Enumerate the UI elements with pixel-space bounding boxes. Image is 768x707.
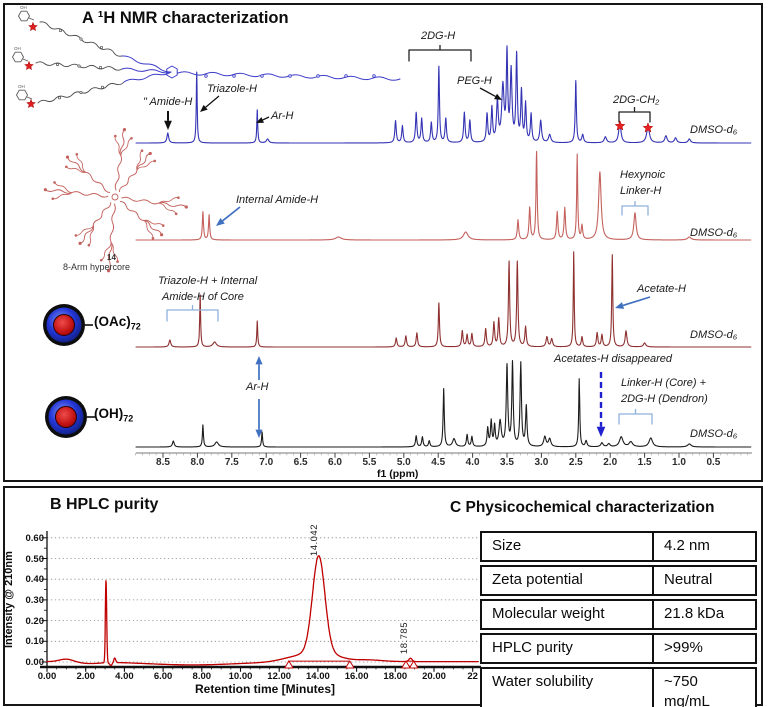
table-row: Zeta potential Neutral <box>480 565 757 596</box>
hplc-y-tick: 0.60 <box>25 532 45 544</box>
nmr-x-tick: 1.5 <box>637 457 652 468</box>
hplc-x-tick: 10.00 <box>228 671 253 682</box>
nmr-x-tick: 5.0 <box>396 457 411 468</box>
hplc-x-tick: 14.00 <box>306 671 330 682</box>
hplc-x-tick: 8.00 <box>192 671 212 682</box>
hplc-x-axis-label: Retention time [Minutes] <box>195 682 335 696</box>
property-value: Neutral <box>652 567 755 594</box>
panel-a-nmr <box>3 3 763 482</box>
property-value: 4.2 nm <box>652 533 755 560</box>
panel-b-c-box <box>3 486 763 706</box>
hplc-x-tick: 18.00 <box>383 671 408 682</box>
sphere-oac-sub: 72 <box>130 321 141 332</box>
hplc-y-tick: 0.20 <box>25 615 45 627</box>
sphere-oh-sub: 72 <box>123 413 134 424</box>
hplc-y-tick: 0.10 <box>25 636 45 648</box>
hplc-y-tick: 0.00 <box>25 657 45 668</box>
nmr-annotation-label: PEG-H <box>457 75 492 87</box>
table-row: Water solubility ~750 mg/mL <box>480 667 757 707</box>
nmr-annotation-label: Linker-H (Core) + <box>621 377 707 389</box>
nmr-x-tick: 2.0 <box>603 457 618 468</box>
hplc-peak-label: 18.785 <box>399 622 410 655</box>
nmr-x-tick: 5.5 <box>362 457 377 468</box>
property-name: Size <box>492 537 522 554</box>
hplc-x-tick: 6.00 <box>153 671 173 682</box>
nmr-annotation-label: " Amide-H <box>143 96 193 108</box>
nmr-x-tick: 2.5 <box>568 457 583 468</box>
nmr-x-tick: 7.0 <box>259 457 274 468</box>
hplc-x-tick: 20.00 <box>422 671 446 682</box>
nmr-x-axis-label: f1 (ppm) <box>377 468 419 480</box>
panel-c-title: C Physicochemical characterization <box>450 499 715 516</box>
nmr-x-tick: 1.0 <box>672 457 686 468</box>
property-name: Water solubility <box>492 673 594 690</box>
nmr-annotation-label: Ar-H <box>246 381 269 393</box>
properties-table: Size 4.2 nm Zeta potential Neutral Molecular… <box>480 531 757 707</box>
sphere-oac-label: (OAc)72 <box>94 314 141 332</box>
hplc-peak-label: 14.042 <box>309 524 320 557</box>
hplc-x-tick: 12.00 <box>267 671 292 682</box>
hypercore-number: 14 <box>107 253 116 262</box>
nmr-annotation-label: Internal Amide-H <box>236 194 319 206</box>
nmr-annotation-label: Linker-H <box>620 185 662 197</box>
property-value: ~750 mg/mL <box>652 669 755 707</box>
nmr-annotation-label: Ar-H <box>271 110 294 122</box>
nmr-annotation-label: Triazole-H <box>207 83 257 95</box>
nmr-x-tick: 0.5 <box>706 457 721 468</box>
table-row: Molecular weight 21.8 kDa <box>480 599 757 630</box>
hplc-y-tick: 0.30 <box>25 594 45 606</box>
nmr-x-tick: 8.5 <box>156 457 170 468</box>
hplc-y-axis-label: Intensity @ 210nm <box>3 551 15 649</box>
nmr-annotation-label: Acetates-H disappeared <box>554 353 673 365</box>
nmr-annotation-label: DMSO-d₆ <box>690 124 738 136</box>
sphere-oh-main: (OH) <box>94 406 124 421</box>
nmr-annotation-label: Amide-H of Core <box>162 291 244 303</box>
hypercore-label: 8-Arm hypercore <box>63 262 131 272</box>
nmr-annotation-label: Acetate-H <box>637 283 686 295</box>
table-row: HPLC purity >99% <box>480 633 757 664</box>
hplc-x-tick: 2.00 <box>76 671 95 682</box>
nmr-x-tick: 6.0 <box>328 457 342 468</box>
hplc-x-tick: 0.00 <box>37 671 57 682</box>
nmr-annotation-label: Hexynoic <box>620 169 666 181</box>
hplc-x-tick: 22 <box>467 671 478 682</box>
nmr-x-tick: 8.0 <box>190 457 205 468</box>
hplc-y-tick: 0.40 <box>25 574 45 586</box>
property-value: >99% <box>652 635 755 662</box>
property-name: HPLC purity <box>492 639 573 656</box>
panel-b-title: B HPLC purity <box>50 496 159 513</box>
property-name: Zeta potential <box>492 571 583 588</box>
hplc-x-tick: 16.00 <box>344 671 369 682</box>
sphere-oac-main: (OAc) <box>94 314 131 329</box>
nmr-x-tick: 3.5 <box>500 457 514 468</box>
nmr-x-tick: 6.5 <box>293 457 308 468</box>
nmr-annotation-label: 2DG-H <box>421 30 456 42</box>
nmr-x-tick: 7.5 <box>224 457 239 468</box>
property-name: Molecular weight <box>492 605 605 622</box>
table-row: Size 4.2 nm <box>480 531 757 562</box>
nmr-annotation-label: DMSO-d₆ <box>690 428 738 440</box>
hplc-x-tick: 4.00 <box>115 671 134 682</box>
nmr-annotation-label: Triazole-H + Internal <box>158 275 258 287</box>
nmr-x-tick: 3.0 <box>534 457 549 468</box>
nmr-x-tick: 4.5 <box>431 457 446 468</box>
sphere-oh-label: (OH)72 <box>94 406 133 424</box>
nmr-annotation-label: DMSO-d₆ <box>690 227 738 239</box>
nmr-x-tick: 4.0 <box>465 457 480 468</box>
nmr-annotation-label: 2DG-CH₂ <box>613 94 660 106</box>
property-value: 21.8 kDa <box>652 601 755 628</box>
nmr-annotation-label: DMSO-d₆ <box>690 329 738 341</box>
panel-a-title: A ¹H NMR characterization <box>82 9 289 27</box>
hplc-y-tick: 0.50 <box>25 553 45 565</box>
nmr-annotation-label: 2DG-H (Dendron) <box>621 393 708 405</box>
